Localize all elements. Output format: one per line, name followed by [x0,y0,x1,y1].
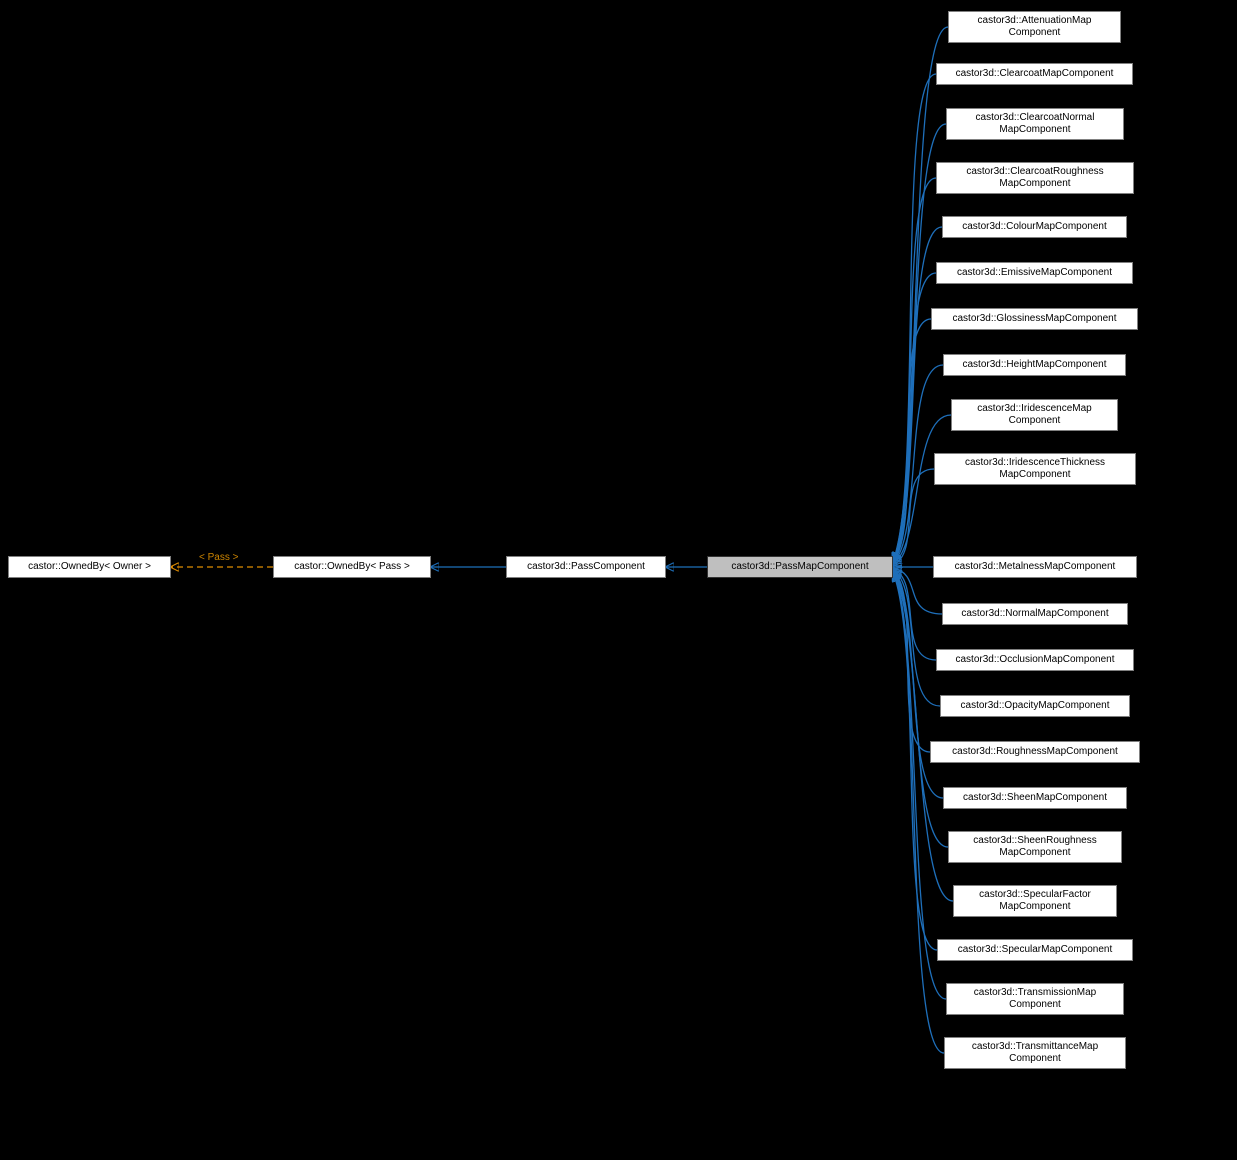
node-n2[interactable]: castor3d::ClearcoatMapComponent [936,63,1133,85]
inheritance-diagram: castor::OwnedBy< Owner > castor::OwnedBy<… [0,0,1237,1160]
node-n5[interactable]: castor3d::ColourMapComponent [942,216,1127,238]
node-pass_comp[interactable]: castor3d::PassComponent [506,556,666,578]
node-n10[interactable]: castor3d::IridescenceThickness MapCompon… [934,453,1136,485]
node-n17[interactable]: castor3d::SheenRoughness MapComponent [948,831,1122,863]
node-n20[interactable]: castor3d::TransmissionMap Component [946,983,1124,1015]
node-n9[interactable]: castor3d::IridescenceMap Component [951,399,1118,431]
node-pass_map[interactable]: castor3d::PassMapComponent [707,556,893,578]
node-n11[interactable]: castor3d::MetalnessMapComponent [933,556,1137,578]
node-n15[interactable]: castor3d::RoughnessMapComponent [930,741,1140,763]
node-n4[interactable]: castor3d::ClearcoatRoughness MapComponen… [936,162,1134,194]
node-n18[interactable]: castor3d::SpecularFactor MapComponent [953,885,1117,917]
node-n21[interactable]: castor3d::TransmittanceMap Component [944,1037,1126,1069]
node-n8[interactable]: castor3d::HeightMapComponent [943,354,1126,376]
node-n3[interactable]: castor3d::ClearcoatNormal MapComponent [946,108,1124,140]
node-n6[interactable]: castor3d::EmissiveMapComponent [936,262,1133,284]
node-n12[interactable]: castor3d::NormalMapComponent [942,603,1128,625]
node-n16[interactable]: castor3d::SheenMapComponent [943,787,1127,809]
node-n1[interactable]: castor3d::AttenuationMap Component [948,11,1121,43]
node-n13[interactable]: castor3d::OcclusionMapComponent [936,649,1134,671]
node-owned_owner[interactable]: castor::OwnedBy< Owner > [8,556,171,578]
node-owned_pass[interactable]: castor::OwnedBy< Pass > [273,556,431,578]
node-n14[interactable]: castor3d::OpacityMapComponent [940,695,1130,717]
edge-label-pass: < Pass > [199,552,238,563]
node-n19[interactable]: castor3d::SpecularMapComponent [937,939,1133,961]
node-n7[interactable]: castor3d::GlossinessMapComponent [931,308,1138,330]
